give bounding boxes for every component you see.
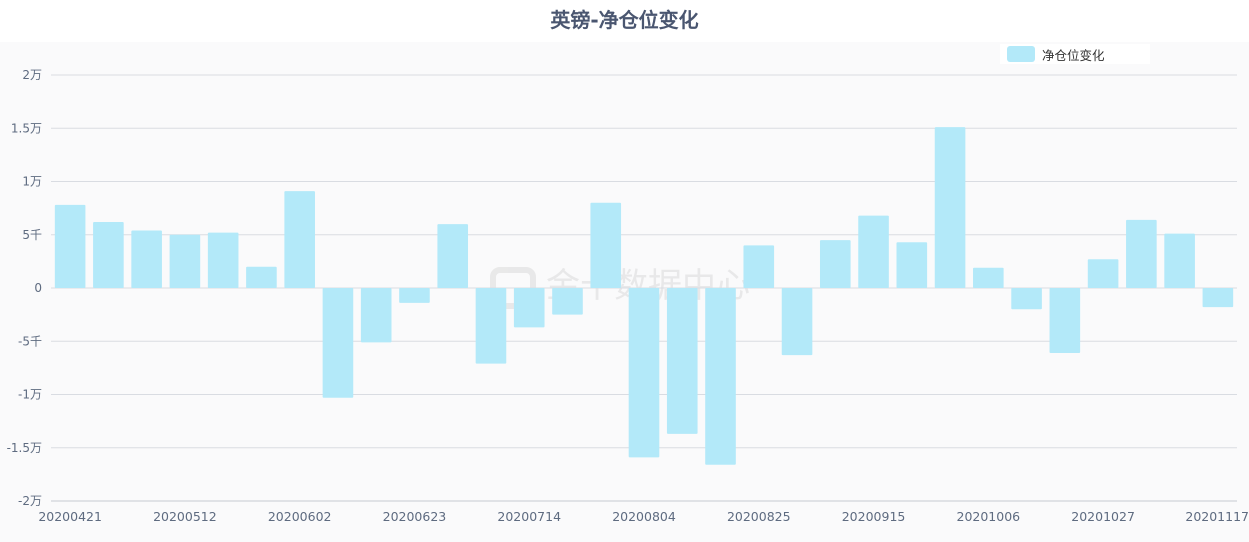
bar-20200526[interactable] [246, 266, 277, 288]
bar-20200728[interactable] [590, 202, 622, 288]
y-axis: 2万 1.5万 1万 5千 0 -5千 -1万 -1.5万 -2万 [7, 68, 42, 508]
x-tick-label: 20200825 [727, 509, 791, 524]
bar-20200922[interactable] [896, 242, 928, 288]
x-tick-label: 20200915 [842, 509, 906, 524]
bar-20200721[interactable] [552, 288, 583, 315]
x-tick-label: 20201027 [1071, 509, 1135, 524]
bar-20200505[interactable] [131, 230, 162, 288]
bar-20200901[interactable] [781, 288, 813, 356]
x-tick-label: 20200602 [268, 509, 332, 524]
bar-20200421[interactable] [54, 204, 86, 288]
x-tick-label: 20200804 [612, 509, 676, 524]
x-tick-label: 20201117 [1185, 509, 1249, 524]
y-tick-label: 5千 [22, 228, 42, 242]
bar-20201020[interactable] [1049, 288, 1081, 353]
legend-label: 净仓位变化 [1042, 48, 1105, 63]
bar-20201013[interactable] [1011, 288, 1042, 310]
bar-20200811[interactable] [666, 288, 698, 434]
bar-20201027[interactable] [1087, 259, 1119, 288]
bar-20200602[interactable] [284, 191, 315, 288]
bar-20200929[interactable] [934, 127, 966, 288]
chart-title: 英镑-净仓位变化 [550, 8, 699, 32]
x-axis: 20200421 20200512 20200602 20200623 20200714… [38, 500, 1249, 524]
bar-20200825[interactable] [743, 245, 775, 288]
bar-20200623[interactable] [399, 288, 430, 303]
bar-20201117[interactable] [1202, 288, 1234, 308]
x-tick-label: 20201006 [957, 509, 1021, 524]
bars [54, 127, 1234, 465]
bar-20200609[interactable] [322, 288, 354, 398]
y-tick-label: -2万 [18, 494, 42, 508]
legend[interactable]: 净仓位变化 [1000, 44, 1150, 64]
bar-20200818[interactable] [705, 288, 736, 465]
bar-20200428[interactable] [93, 221, 124, 288]
y-tick-label: -1万 [18, 388, 42, 402]
bar-20200714[interactable] [513, 288, 545, 328]
x-tick-label: 20200421 [38, 509, 102, 524]
bar-20200519[interactable] [207, 232, 239, 288]
bar-20200512[interactable] [169, 234, 201, 288]
legend-swatch [1007, 46, 1035, 62]
bar-20201103[interactable] [1126, 219, 1157, 288]
y-tick-label: 0 [34, 281, 42, 295]
bar-20201110[interactable] [1164, 233, 1195, 288]
x-tick-label: 20200512 [153, 509, 217, 524]
bar-20200908[interactable] [819, 240, 851, 288]
bar-20200630[interactable] [437, 224, 469, 288]
y-tick-label: 2万 [22, 68, 42, 82]
x-tick-label: 20200714 [497, 509, 561, 524]
bar-20200915[interactable] [858, 215, 889, 288]
y-tick-label: 1.5万 [11, 121, 42, 135]
bar-20201006[interactable] [973, 267, 1004, 288]
y-tick-label: -5千 [18, 334, 42, 348]
bar-20200707[interactable] [475, 288, 507, 364]
y-tick-label: 1万 [22, 175, 42, 189]
bar-20200616[interactable] [360, 288, 392, 343]
y-tick-label: -1.5万 [7, 441, 42, 455]
x-tick-label: 20200623 [383, 509, 447, 524]
bar-20200804[interactable] [628, 288, 660, 458]
